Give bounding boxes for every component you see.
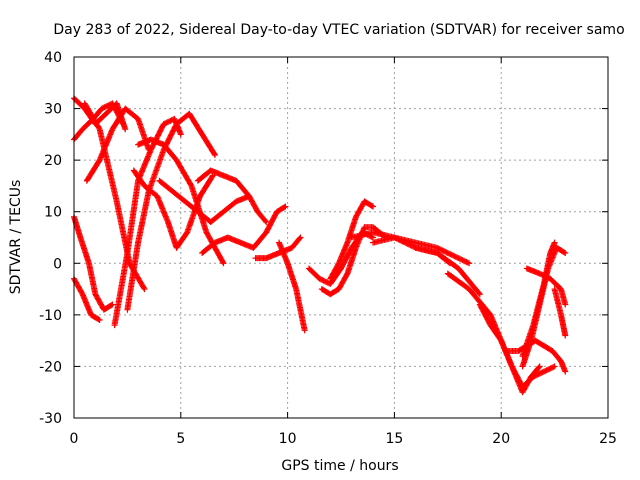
series-markers <box>519 239 558 360</box>
series-arc-8 <box>124 110 218 313</box>
series-markers <box>476 301 558 391</box>
series-arc-20 <box>370 234 473 267</box>
series-arc-28 <box>551 286 569 339</box>
series-arc-18 <box>327 198 377 282</box>
chart-title: Day 283 of 2022, Sidereal Day-to-day VTE… <box>53 22 624 38</box>
series-markers <box>327 198 377 282</box>
series-markers <box>83 105 152 184</box>
series-markers <box>199 203 289 256</box>
x-tick-label: 25 <box>599 431 617 447</box>
x-tick-label: 10 <box>279 431 297 447</box>
series-arc-21 <box>412 244 483 298</box>
x-tick-label: 15 <box>385 431 403 447</box>
series-arc-13 <box>199 203 289 256</box>
series-arc-6 <box>83 105 152 184</box>
series-arc-15 <box>276 239 308 334</box>
series-layer <box>71 95 569 396</box>
series-arc-26 <box>519 239 558 360</box>
x-tick-label: 20 <box>492 431 510 447</box>
x-tick-label: 0 <box>70 431 79 447</box>
x-axis-label: GPS time / hours <box>281 458 398 474</box>
y-tick-label: 20 <box>44 153 62 169</box>
y-tick-label: 40 <box>44 50 62 66</box>
grid-lines <box>73 56 609 419</box>
y-axis-label: SDTVAR / TECUs <box>8 180 24 295</box>
y-tick-label: -20 <box>39 359 62 375</box>
series-markers <box>194 167 270 226</box>
series-markers <box>370 234 473 267</box>
y-tick-label: 30 <box>44 102 62 118</box>
y-tick-label: 10 <box>44 205 62 221</box>
series-markers <box>276 239 308 334</box>
series-markers <box>156 177 253 226</box>
series-markers <box>523 265 569 308</box>
y-tick-label: -10 <box>39 308 62 324</box>
series-arc-23 <box>476 301 558 391</box>
series-markers <box>124 110 218 313</box>
series-arc-7 <box>111 115 184 329</box>
x-tick-labels: 0 5 10 15 20 25 <box>70 431 617 447</box>
series-markers <box>111 115 184 329</box>
y-tick-label: 0 <box>53 256 62 272</box>
series-markers <box>551 286 569 339</box>
series-arc-11 <box>156 177 253 226</box>
plot-frame <box>73 56 609 419</box>
series-markers <box>412 244 483 298</box>
series-arc-27 <box>523 265 569 308</box>
series-arc-12 <box>194 167 270 226</box>
x-tick-label: 5 <box>176 431 185 447</box>
y-tick-label: -30 <box>39 411 62 427</box>
y-tick-labels: -30 -20 -10 0 10 20 30 40 <box>39 50 62 427</box>
